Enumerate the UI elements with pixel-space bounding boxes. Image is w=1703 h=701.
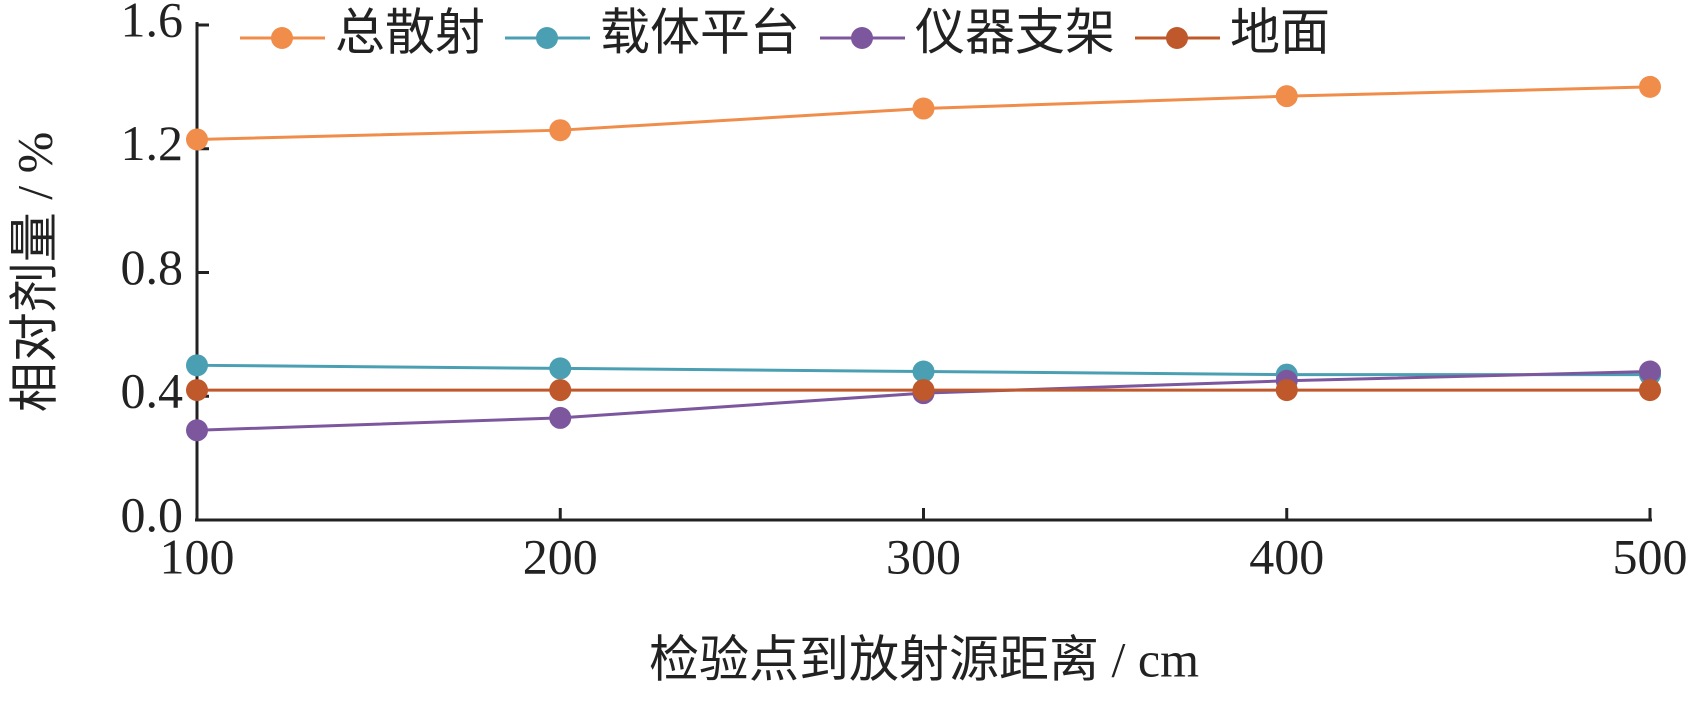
- x-axis-label: 检验点到放射源距离 / cm: [649, 631, 1199, 687]
- data-point: [912, 97, 935, 120]
- y-tick-label: 1.2: [121, 115, 184, 171]
- legend-label: 总散射: [335, 4, 485, 60]
- y-tick-label: 0.4: [121, 363, 184, 419]
- legend-label: 仪器支架: [915, 4, 1115, 60]
- y-axis-label: 相对剂量 / %: [6, 132, 62, 413]
- data-point: [549, 357, 572, 380]
- data-point: [1275, 379, 1298, 402]
- data-point: [186, 128, 208, 151]
- x-tick-label: 200: [523, 528, 598, 584]
- data-point: [912, 379, 935, 402]
- data-point: [1275, 85, 1298, 108]
- data-point: [549, 119, 572, 142]
- legend-marker: [851, 27, 873, 49]
- data-point: [186, 354, 208, 377]
- data-point: [1639, 379, 1661, 402]
- x-tick-label: 400: [1249, 528, 1324, 584]
- y-tick-label: 0.8: [121, 239, 184, 295]
- data-point: [1639, 75, 1661, 98]
- legend-marker: [271, 27, 293, 49]
- x-tick-label: 500: [1613, 528, 1688, 584]
- legend-marker: [536, 27, 558, 49]
- y-tick-label: 0.0: [121, 486, 184, 542]
- data-point: [912, 360, 935, 383]
- legend-label: 载体平台: [600, 4, 800, 60]
- legend-label: 地面: [1230, 4, 1330, 60]
- data-point: [186, 419, 208, 442]
- data-point: [186, 379, 208, 402]
- legend-marker: [1166, 27, 1188, 49]
- data-point: [549, 379, 572, 402]
- x-tick-label: 100: [160, 528, 235, 584]
- x-tick-label: 300: [886, 528, 961, 584]
- data-point: [549, 406, 572, 429]
- y-tick-label: 1.6: [121, 0, 184, 47]
- data-point: [1639, 360, 1661, 383]
